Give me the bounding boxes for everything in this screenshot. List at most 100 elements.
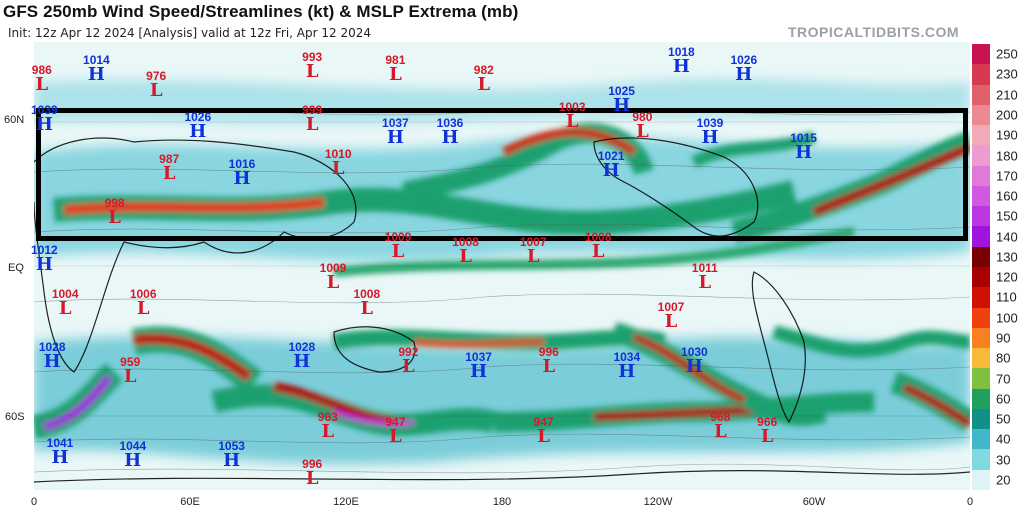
pressure-value: 1009 xyxy=(319,261,347,276)
low-pressure-center: 968 L xyxy=(710,411,730,441)
pressure-value: 1021 xyxy=(597,149,625,164)
pressure-symbol: H xyxy=(293,350,311,372)
brand-watermark: TROPICALTIDBITS.COM xyxy=(788,24,960,40)
low-pressure-center: 966 L xyxy=(757,416,777,446)
high-pressure-center: 1026 H xyxy=(184,111,211,141)
high-pressure-center: 1039 H xyxy=(697,117,724,147)
pressure-symbol: L xyxy=(389,64,402,86)
low-pressure-center: 996 L xyxy=(302,458,322,488)
colorbar-label: 190 xyxy=(996,127,1018,143)
pressure-symbol: L xyxy=(305,467,319,489)
pressure-symbol: H xyxy=(35,113,53,135)
pressure-value: 1008 xyxy=(584,230,612,245)
pressure-value: 996 xyxy=(538,344,559,359)
pressure-symbol: L xyxy=(123,366,137,388)
pressure-value: 996 xyxy=(302,456,323,471)
pressure-value: 1034 xyxy=(613,349,641,364)
map-title: GFS 250mb Wind Speed/Streamlines (kt) & … xyxy=(3,2,519,21)
pressure-symbol: H xyxy=(685,355,703,377)
pressure-value: 968 xyxy=(710,409,731,424)
high-pressure-center: 1036 H xyxy=(437,117,464,147)
high-pressure-center: 1037 H xyxy=(465,351,492,381)
map-subtitle: Init: 12z Apr 12 2024 [Analysis] valid a… xyxy=(8,26,371,40)
low-pressure-center: 1008 L xyxy=(585,231,612,261)
pressure-value: 963 xyxy=(317,409,338,424)
colorbar-label: 90 xyxy=(996,330,1011,346)
pressure-symbol: H xyxy=(672,56,690,78)
pressure-symbol: H xyxy=(124,449,142,471)
pressure-symbol: H xyxy=(189,121,207,143)
high-pressure-center: 1021 H xyxy=(598,150,625,180)
high-pressure-center: 1030 H xyxy=(681,346,708,376)
pressure-value: 992 xyxy=(398,344,419,359)
pressure-value: 998 xyxy=(104,196,125,211)
pressure-value: 1015 xyxy=(790,131,817,146)
colorbar-segment xyxy=(972,449,990,471)
pressure-symbol: L xyxy=(321,420,335,442)
pressure-value: 1037 xyxy=(382,115,409,130)
colorbar-segment xyxy=(972,408,990,430)
pressure-value: 1007 xyxy=(657,300,685,315)
colorbar-segment xyxy=(972,185,990,207)
pressure-value: 982 xyxy=(473,63,494,78)
pressure-symbol: H xyxy=(618,360,636,382)
low-pressure-center: 982 L xyxy=(474,64,494,94)
colorbar-label: 180 xyxy=(996,148,1018,163)
pressure-value: 1028 xyxy=(288,339,316,354)
pressure-symbol: L xyxy=(459,246,472,268)
lon-label-0-left: 0 xyxy=(30,496,38,508)
pressure-value: 1025 xyxy=(608,84,635,99)
low-pressure-center: 947 L xyxy=(385,416,405,446)
pressure-symbol: L xyxy=(58,298,72,320)
colorbar-label: 250 xyxy=(996,46,1018,62)
high-pressure-center: 1053 H xyxy=(218,440,245,470)
low-pressure-center: 993 L xyxy=(302,51,322,81)
pressure-symbol: L xyxy=(305,61,319,83)
pressure-symbol: L xyxy=(636,121,649,143)
low-pressure-center: 999 L xyxy=(302,104,322,134)
high-pressure-center: 1028 H xyxy=(39,341,66,371)
high-pressure-center: 1039 H xyxy=(31,104,58,134)
pressure-value: 986 xyxy=(31,63,52,78)
pressure-value: 1037 xyxy=(465,349,492,364)
low-pressure-center: 980 L xyxy=(632,111,652,141)
colorbar-segment xyxy=(972,84,990,106)
low-pressure-center: 947 L xyxy=(534,416,554,446)
colorbar-label: 60 xyxy=(996,391,1011,407)
pressure-symbol: L xyxy=(760,426,774,448)
pressure-symbol: H xyxy=(735,64,753,86)
colorbar-segment xyxy=(972,64,990,86)
pressure-value: 1028 xyxy=(38,339,66,354)
pressure-symbol: H xyxy=(470,360,488,382)
low-pressure-center: 1009 L xyxy=(385,231,412,261)
pressure-value: 1026 xyxy=(184,110,212,125)
high-pressure-center: 1041 H xyxy=(47,437,74,467)
colorbar-label: 30 xyxy=(996,452,1011,468)
pressure-symbol: L xyxy=(108,207,121,229)
lon-label-180: 180 xyxy=(492,496,512,508)
pressure-symbol: L xyxy=(305,113,319,135)
low-pressure-center: 963 L xyxy=(318,411,338,441)
pressure-value: 1004 xyxy=(51,287,79,302)
pressure-value: 981 xyxy=(385,53,406,68)
lat-label-60s: 60S xyxy=(5,411,25,423)
pressure-value: 1012 xyxy=(31,243,58,258)
pressure-symbol: H xyxy=(51,446,69,468)
colorbar-label: 140 xyxy=(996,229,1018,245)
colorbar-label: 100 xyxy=(996,310,1018,326)
pressure-symbol: L xyxy=(326,272,340,294)
pressure-symbol: H xyxy=(613,95,631,117)
pressure-symbol: L xyxy=(360,298,374,320)
pressure-symbol: L xyxy=(136,298,150,320)
lon-label-120w: 120W xyxy=(643,496,673,508)
pressure-symbol: L xyxy=(35,74,49,96)
colorbar-segment xyxy=(972,44,990,65)
low-pressure-center: 1011 L xyxy=(692,262,718,292)
low-pressure-center: 1006 L xyxy=(130,288,157,318)
colorbar-segment xyxy=(972,469,990,491)
low-pressure-center: 986 L xyxy=(32,64,52,94)
pressure-symbol: L xyxy=(389,426,402,448)
high-pressure-center: 1016 H xyxy=(229,158,256,188)
colorbar-label: 150 xyxy=(996,208,1018,224)
pressure-symbol: H xyxy=(233,168,251,190)
